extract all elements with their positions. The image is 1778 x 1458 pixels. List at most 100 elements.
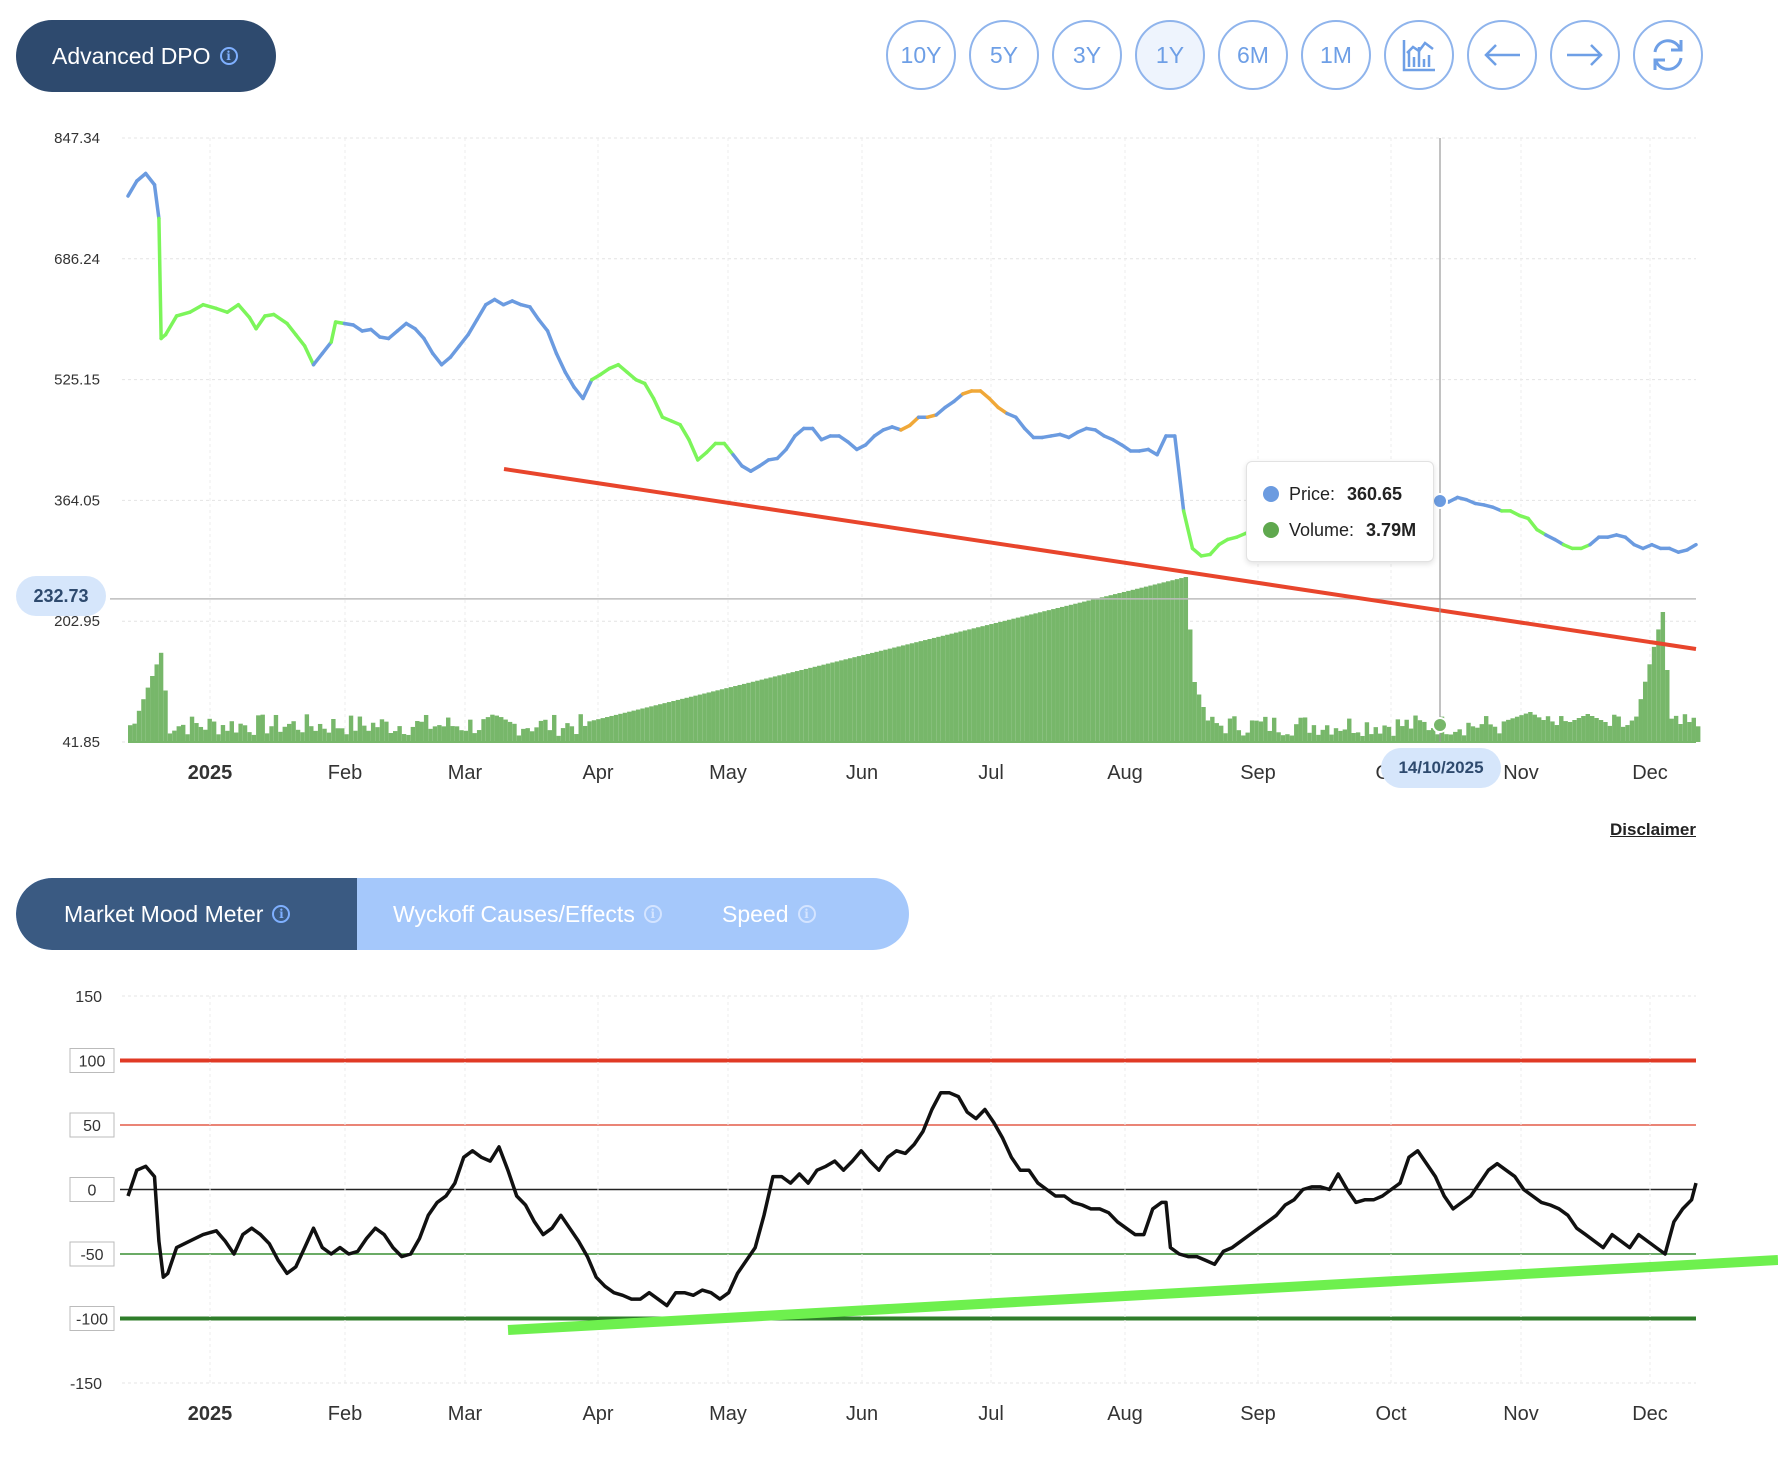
range-5y-button[interactable]: 5Y xyxy=(969,20,1039,90)
volume-bar xyxy=(887,648,893,742)
range-3y-button[interactable]: 3Y xyxy=(1052,20,1122,90)
volume-bar xyxy=(1461,735,1467,742)
volume-bar xyxy=(892,647,897,742)
refresh-button[interactable] xyxy=(1633,20,1703,90)
volume-bar xyxy=(1104,596,1109,742)
range-10y-button[interactable]: 10Y xyxy=(886,20,956,90)
chart-title: Advanced DPO xyxy=(52,42,211,69)
volume-bar xyxy=(1545,716,1551,742)
volume-bar xyxy=(1391,735,1396,742)
range-1m-button[interactable]: 1M xyxy=(1301,20,1371,90)
volume-bar xyxy=(1435,734,1440,742)
volume-bar xyxy=(1227,718,1233,742)
range-6m-button[interactable]: 6M xyxy=(1218,20,1288,90)
price-segment xyxy=(157,216,163,341)
volume-bar xyxy=(415,721,420,742)
volume-bar xyxy=(958,631,963,742)
volume-bar xyxy=(1665,670,1670,742)
volume-bar xyxy=(560,728,566,742)
price-segment xyxy=(311,351,325,367)
price-segment xyxy=(188,302,205,314)
disclaimer-link[interactable]: Disclaimer xyxy=(1610,820,1696,839)
price-segment xyxy=(1173,434,1186,513)
volume-bar xyxy=(883,649,888,742)
volume-bar xyxy=(878,650,884,742)
volume-bar xyxy=(379,719,385,742)
volume-bar xyxy=(759,679,765,742)
volume-bar xyxy=(1400,726,1405,742)
volume-bar xyxy=(746,682,751,742)
info-icon[interactable]: i xyxy=(643,905,662,923)
volume-bar xyxy=(578,714,583,742)
volume-bar xyxy=(1051,609,1056,742)
crosshair-volume-marker xyxy=(1432,717,1448,733)
mood-meter-chart[interactable]: 150 100 50 0 -50 -100 -150 2025 Feb Mar Apr May Jun… xyxy=(0,960,1778,1458)
volume-bar xyxy=(1678,724,1683,742)
volume-bar xyxy=(1576,718,1582,742)
volume-bar xyxy=(423,714,429,742)
price-segment xyxy=(201,302,219,311)
price-chart[interactable]: 847.34 686.24 525.15 364.05 202.95 41.85 2025… xyxy=(0,0,1778,820)
volume-bar xyxy=(1170,580,1175,742)
price-segment xyxy=(247,315,258,331)
volume-bar xyxy=(847,658,853,742)
volume-bar xyxy=(640,708,645,742)
volume-bar xyxy=(1033,613,1038,742)
volume-bar xyxy=(582,725,588,742)
volume-bar xyxy=(1280,735,1286,742)
volume-bar xyxy=(1430,728,1436,742)
volume-bar xyxy=(503,719,508,742)
volume-bar xyxy=(1112,594,1118,742)
x-tick-label: Mar xyxy=(448,1403,483,1425)
tab-wyckoff[interactable]: Wyckoff Causes/Effects i xyxy=(357,878,722,950)
volume-bar xyxy=(794,671,800,742)
volume-bar xyxy=(353,730,358,742)
volume-bar xyxy=(1687,722,1692,742)
volume-bar xyxy=(600,718,606,742)
volume-bar xyxy=(1020,616,1025,742)
chart-title-pill[interactable]: Advanced DPO i xyxy=(16,20,276,92)
volume-bar xyxy=(839,660,844,742)
volume-bar xyxy=(1214,723,1219,742)
x-tick-label: Feb xyxy=(328,1403,362,1425)
volume-bar xyxy=(1196,694,1202,742)
price-segment xyxy=(1181,509,1195,551)
y-tick-box xyxy=(69,1177,115,1202)
tab-market-mood-meter[interactable]: Market Mood Meter i xyxy=(16,878,357,950)
volume-bar xyxy=(834,661,840,742)
info-icon[interactable]: i xyxy=(272,905,291,923)
volume-bar xyxy=(185,734,190,742)
chart-type-button[interactable] xyxy=(1384,20,1454,90)
info-icon[interactable]: i xyxy=(797,905,816,923)
volume-bar xyxy=(516,735,522,742)
volume-bar xyxy=(1267,730,1272,742)
volume-bar xyxy=(348,715,354,742)
volume-bar xyxy=(446,717,451,742)
y-tick-label: 100 xyxy=(79,1054,106,1071)
x-tick-label: Apr xyxy=(582,762,613,784)
tab-speed[interactable]: Speed i xyxy=(722,878,816,950)
volume-bar xyxy=(1453,731,1458,742)
volume-bar xyxy=(1510,718,1515,742)
price-segment xyxy=(254,314,267,331)
price-segment xyxy=(1120,443,1133,453)
volume-bar xyxy=(375,727,380,742)
x-tick-label: Oct xyxy=(1375,1403,1407,1425)
volume-bar xyxy=(1073,603,1078,742)
range-1y-button[interactable]: 1Y xyxy=(1135,20,1205,90)
volume-bar xyxy=(1082,601,1087,742)
volume-bar xyxy=(1598,720,1604,742)
uptrend-line xyxy=(507,1255,1778,1335)
info-icon[interactable]: i xyxy=(219,47,238,65)
volume-bar xyxy=(141,699,146,742)
scroll-right-button[interactable] xyxy=(1550,20,1620,90)
x-tick-label: Jul xyxy=(978,762,1004,784)
volume-bar xyxy=(728,687,734,742)
volume-bar xyxy=(715,690,720,742)
scroll-left-button[interactable] xyxy=(1467,20,1537,90)
volume-bar xyxy=(1638,699,1643,742)
volume-bar xyxy=(1514,716,1520,742)
price-segment xyxy=(1588,535,1601,547)
volume-bar xyxy=(1382,725,1387,742)
price-segment xyxy=(943,399,956,410)
